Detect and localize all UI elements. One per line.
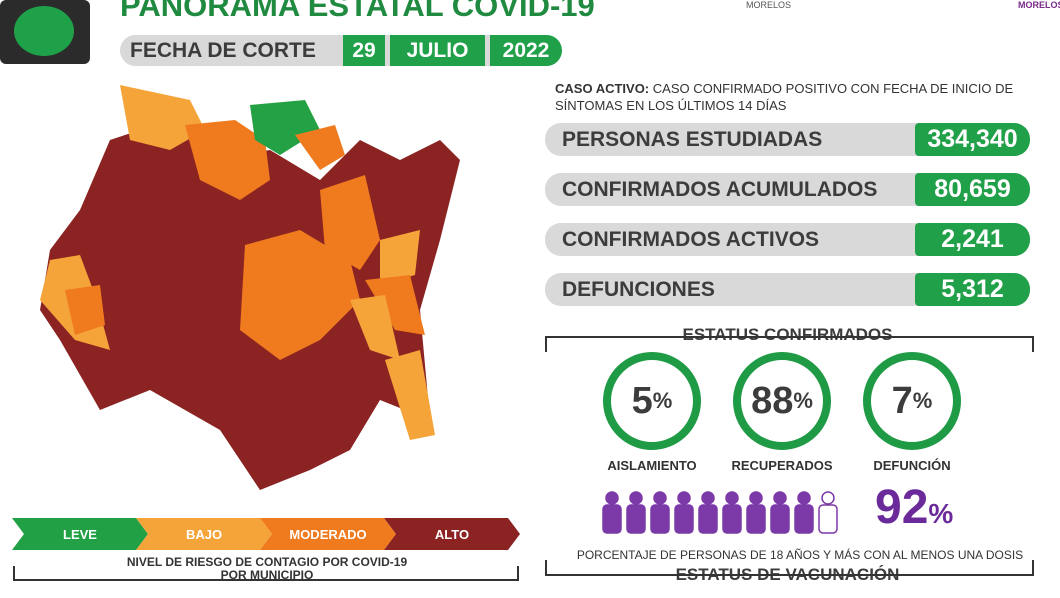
stat-value: 334,340 [915, 123, 1030, 156]
date-label: FECHA DE CORTE [130, 39, 316, 62]
person-body [818, 504, 838, 534]
logo-text: MORELOS [1018, 0, 1060, 10]
person-body [674, 504, 694, 534]
caption-text: NIVEL DE RIESGO DE CONTAGIO POR [126, 555, 352, 569]
status-label: DEFUNCIÓN [873, 458, 951, 473]
status-circle: 88% [733, 352, 831, 450]
status-value: 7 [891, 379, 913, 422]
person-head [797, 491, 811, 505]
legend-label: BAJO [186, 527, 222, 542]
status-label: RECUPERADOS [731, 458, 833, 473]
caption-text: POR MUNICIPIO [220, 568, 314, 582]
person-head [821, 491, 835, 505]
bracket [13, 566, 519, 581]
date-day: 29 [343, 35, 385, 66]
vaccination-number: 92 [875, 481, 929, 534]
person-body [650, 504, 670, 534]
status-title: ESTATUS CONFIRMADOS [682, 325, 893, 344]
legend-band [384, 518, 520, 550]
definition: CASO ACTIVO: CASO CONFIRMADO POSITIVO CO… [555, 80, 1025, 114]
status-value: 88 [751, 379, 794, 422]
person-body [602, 504, 622, 534]
legend-caption: NIVEL DE RIESGO DE CONTAGIO POR COVID-19… [12, 556, 522, 582]
status-unit: % [793, 388, 813, 413]
stat-value: 5,312 [915, 273, 1030, 306]
legend-label: ALTO [435, 527, 469, 542]
status-label: AISLAMIENTO [607, 458, 697, 473]
logo-icon [0, 0, 90, 64]
person-body [746, 504, 766, 534]
date-bar [120, 35, 560, 66]
stat-value: 80,659 [915, 173, 1030, 206]
person-body [722, 504, 742, 534]
person-head [749, 491, 763, 505]
stat-label: CONFIRMADOS ACUMULADOS [562, 178, 878, 201]
status-circle: 7% [863, 352, 961, 450]
definition-term: CASO ACTIVO: [555, 81, 650, 96]
people-icons [602, 491, 838, 534]
map [40, 85, 460, 490]
definition-text: CASO CONFIRMADO POSITIVO CON FECHA DE IN… [555, 81, 1014, 113]
person-body [698, 504, 718, 534]
person-head [677, 491, 691, 505]
status-unit: % [652, 388, 673, 413]
person-head [725, 491, 739, 505]
vaccination-note: PORCENTAJE DE PERSONAS DE 18 AÑOS Y MÁS … [576, 548, 1024, 562]
legend-label: MODERADO [289, 527, 366, 542]
person-head [629, 491, 643, 505]
bracket [545, 336, 1034, 352]
status-value: 5 [631, 379, 653, 422]
date-year: 2022 [490, 35, 562, 66]
person-head [653, 491, 667, 505]
caption-text: COVID-19 [351, 555, 408, 569]
stat-label: CONFIRMADOS ACTIVOS [562, 228, 820, 251]
title: PANORAMA ESTATAL COVID-19 [120, 0, 595, 23]
status-unit: % [912, 388, 933, 413]
vaccination-unit: % [928, 498, 954, 529]
vaccination-value: 92% [875, 480, 953, 535]
legend-band [260, 518, 396, 550]
person-head [701, 491, 715, 505]
person-head [605, 491, 619, 505]
legend-band [12, 518, 148, 550]
bracket [545, 560, 1034, 576]
legend-band [136, 518, 272, 550]
person-body [626, 504, 646, 534]
stat-label: PERSONAS ESTUDIADAS [562, 128, 823, 151]
legend-label: LEVE [63, 527, 97, 542]
stat-value: 2,241 [915, 223, 1030, 256]
stat-label: DEFUNCIONES [562, 278, 715, 301]
status-circle: 5% [603, 352, 701, 450]
person-body [794, 504, 814, 534]
date-month: JULIO [390, 35, 485, 66]
person-body [770, 504, 790, 534]
logo-text: MORELOS [746, 0, 792, 10]
person-head [773, 491, 787, 505]
legend: LEVE BAJO MODERADO ALTO [12, 518, 520, 581]
